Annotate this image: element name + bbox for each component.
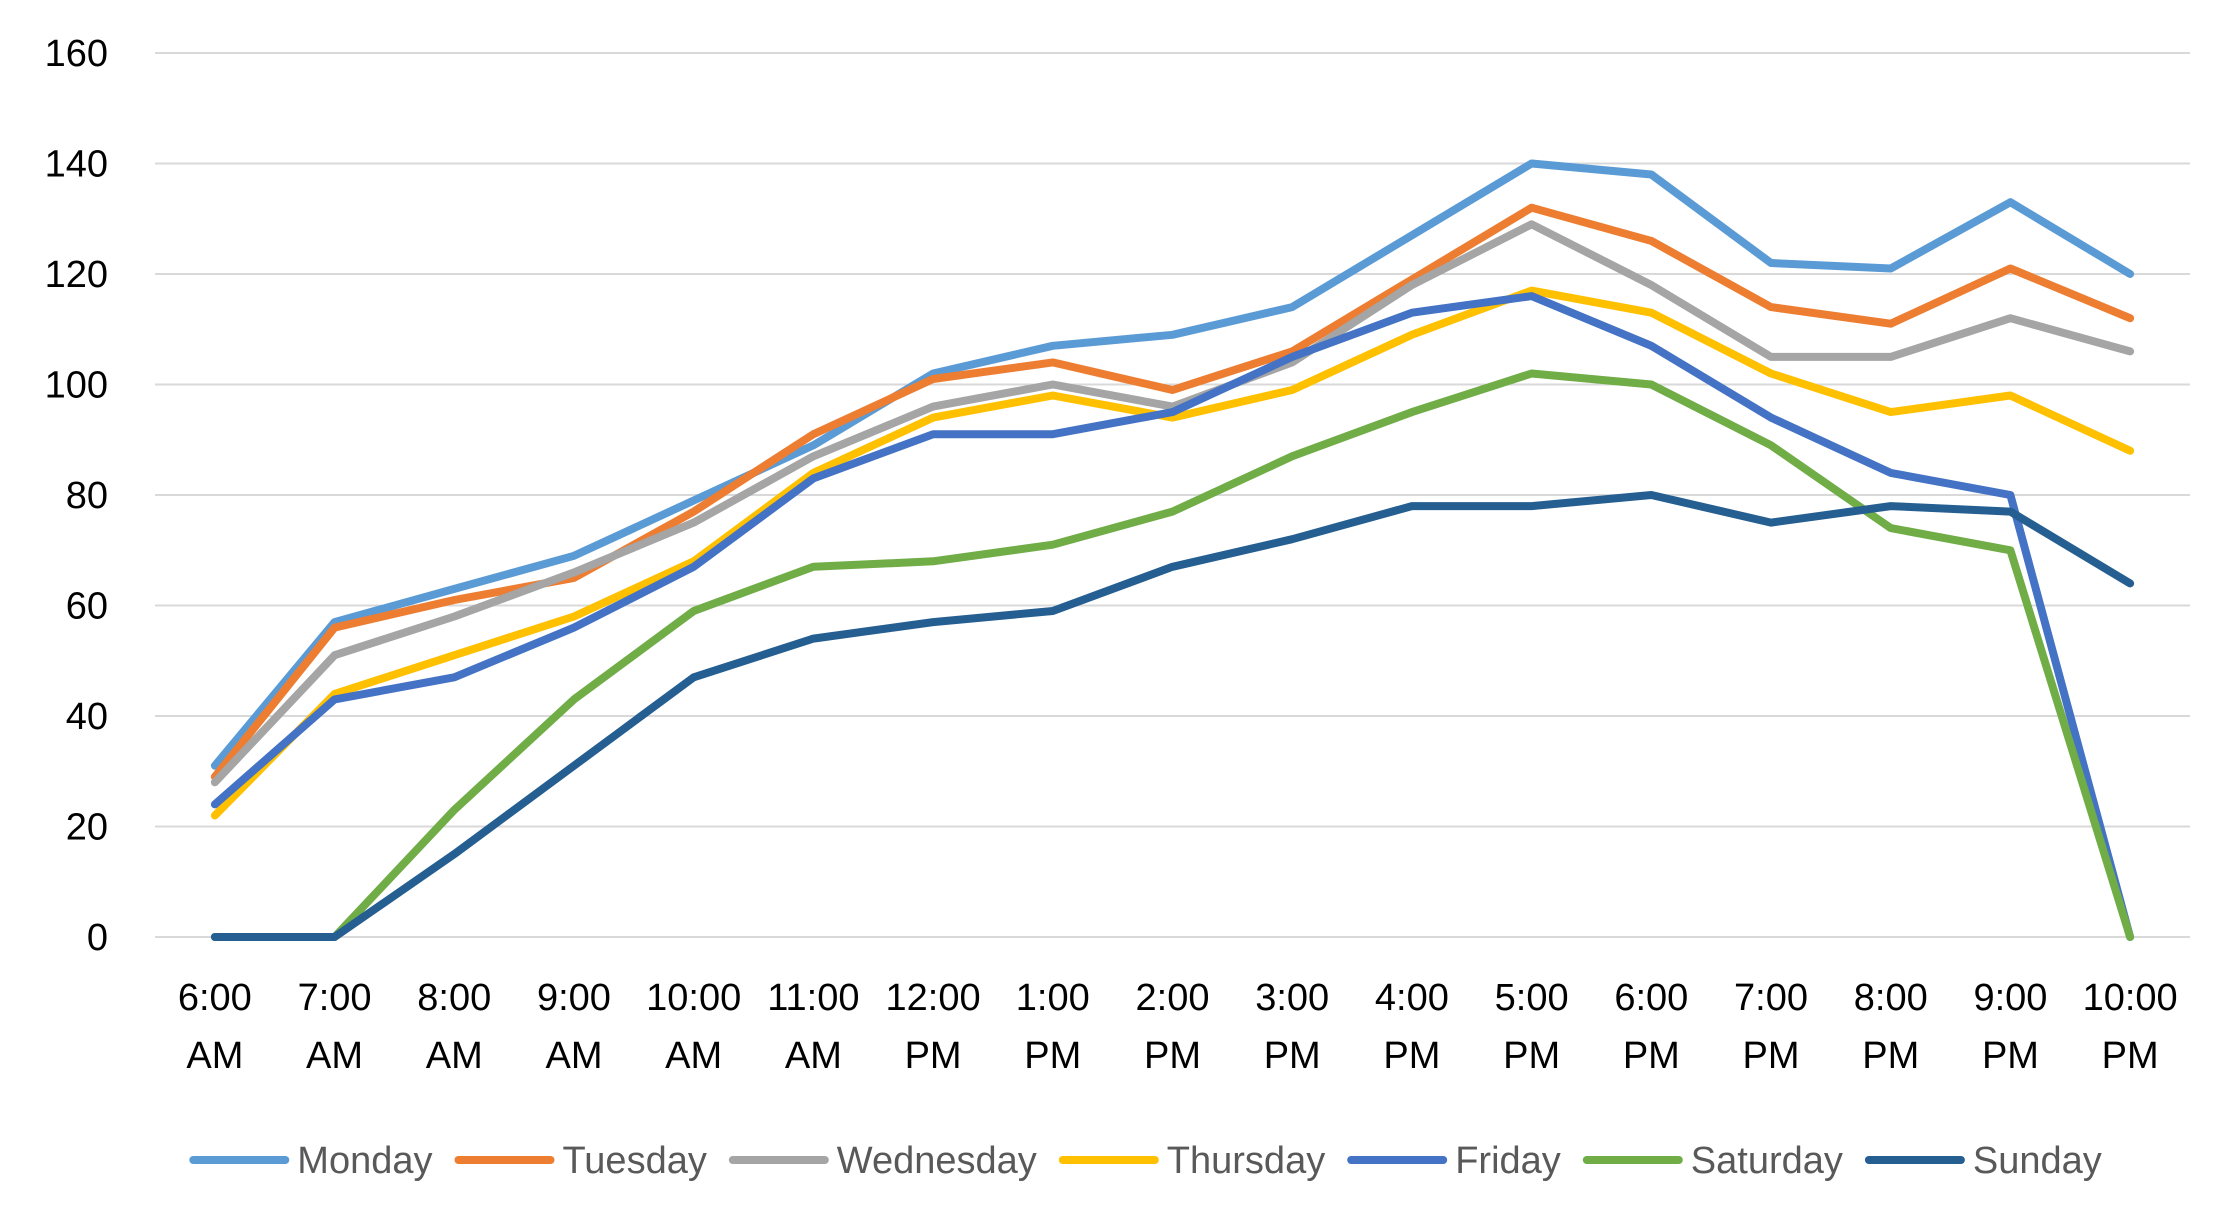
series-lines (210, 159, 2135, 941)
legend: Monday Tuesday Wednesday Thursday Friday Satu… (189, 1140, 2102, 1182)
legend-item-saturday: Saturday (1582, 1140, 1843, 1182)
legend-item-wednesday: Wednesday (728, 1140, 1037, 1182)
x-tick-label: 6:00 AM (178, 977, 252, 1077)
y-tick-label: 80 (66, 475, 108, 517)
y-tick-label: 20 (66, 807, 108, 849)
x-tick-label: 1:00 PM (1016, 977, 1090, 1077)
x-axis: 6:00 AM 7:00 AM 8:00 AM 9:00 AM 10:00 AM 11:00 AM 12… (178, 977, 2178, 1077)
legend-label: Sunday (1973, 1140, 2102, 1182)
y-tick-label: 120 (45, 254, 108, 296)
x-tick-label: 10:00 AM (646, 977, 741, 1077)
legend-label: Friday (1455, 1140, 1561, 1182)
legend-label: Thursday (1167, 1140, 1325, 1182)
x-tick-label: 7:00 AM (298, 977, 372, 1077)
y-tick-label: 60 (66, 586, 108, 628)
x-tick-label: 3:00 PM (1255, 977, 1329, 1077)
x-tick-label: 8:00 AM (417, 977, 491, 1077)
legend-item-monday: Monday (189, 1140, 433, 1182)
x-tick-label: 8:00 PM (1854, 977, 1928, 1077)
legend-label: Monday (297, 1140, 432, 1182)
series-line-friday (210, 292, 2135, 941)
legend-label: Tuesday (563, 1140, 707, 1182)
y-tick-label: 0 (87, 917, 108, 959)
x-tick-label: 11:00 AM (767, 977, 859, 1077)
legend-label: Wednesday (837, 1140, 1037, 1182)
series-line-wednesday (210, 220, 2135, 787)
x-tick-label: 9:00 PM (1973, 977, 2047, 1077)
y-tick-label: 100 (45, 365, 108, 407)
series-line-thursday (210, 286, 2135, 820)
x-tick-label: 7:00 PM (1734, 977, 1808, 1077)
series-line-monday (210, 159, 2135, 770)
x-tick-label: 4:00 PM (1375, 977, 1449, 1077)
y-tick-label: 160 (45, 33, 108, 75)
x-tick-label: 5:00 PM (1495, 977, 1569, 1077)
y-axis: 0 20 40 60 80 100 120 140 160 (45, 33, 108, 959)
legend-item-friday: Friday (1347, 1140, 1561, 1182)
x-tick-label: 10:00 PM (2083, 977, 2178, 1077)
y-tick-label: 40 (66, 696, 108, 738)
legend-item-sunday: Sunday (1864, 1140, 2102, 1182)
y-tick-label: 140 (45, 144, 108, 186)
x-tick-label: 9:00 AM (537, 977, 611, 1077)
legend-item-thursday: Thursday (1058, 1140, 1325, 1182)
legend-label: Saturday (1691, 1140, 1843, 1182)
x-tick-label: 6:00 PM (1614, 977, 1688, 1077)
x-tick-label: 2:00 PM (1136, 977, 1210, 1077)
series-line-saturday (210, 369, 2135, 941)
series-line-sunday (210, 491, 2135, 941)
x-tick-label: 12:00 PM (886, 977, 981, 1077)
legend-item-tuesday: Tuesday (454, 1140, 707, 1182)
